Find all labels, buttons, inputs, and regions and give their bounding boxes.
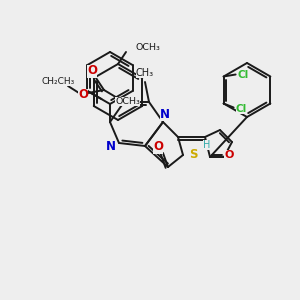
Text: OCH₃: OCH₃ [116,97,140,106]
Text: O: O [87,64,97,77]
Text: S: S [189,148,197,161]
Text: CH₃: CH₃ [136,68,154,78]
Text: O: O [153,140,163,154]
Text: N: N [160,107,170,121]
Text: OCH₃: OCH₃ [136,44,161,52]
Text: Cl: Cl [236,103,247,113]
Text: N: N [106,140,116,152]
Text: CH₂CH₃: CH₂CH₃ [41,76,75,85]
Text: O: O [78,88,88,101]
Text: O: O [224,150,234,160]
Text: H: H [203,140,211,150]
Text: Cl: Cl [238,70,249,80]
